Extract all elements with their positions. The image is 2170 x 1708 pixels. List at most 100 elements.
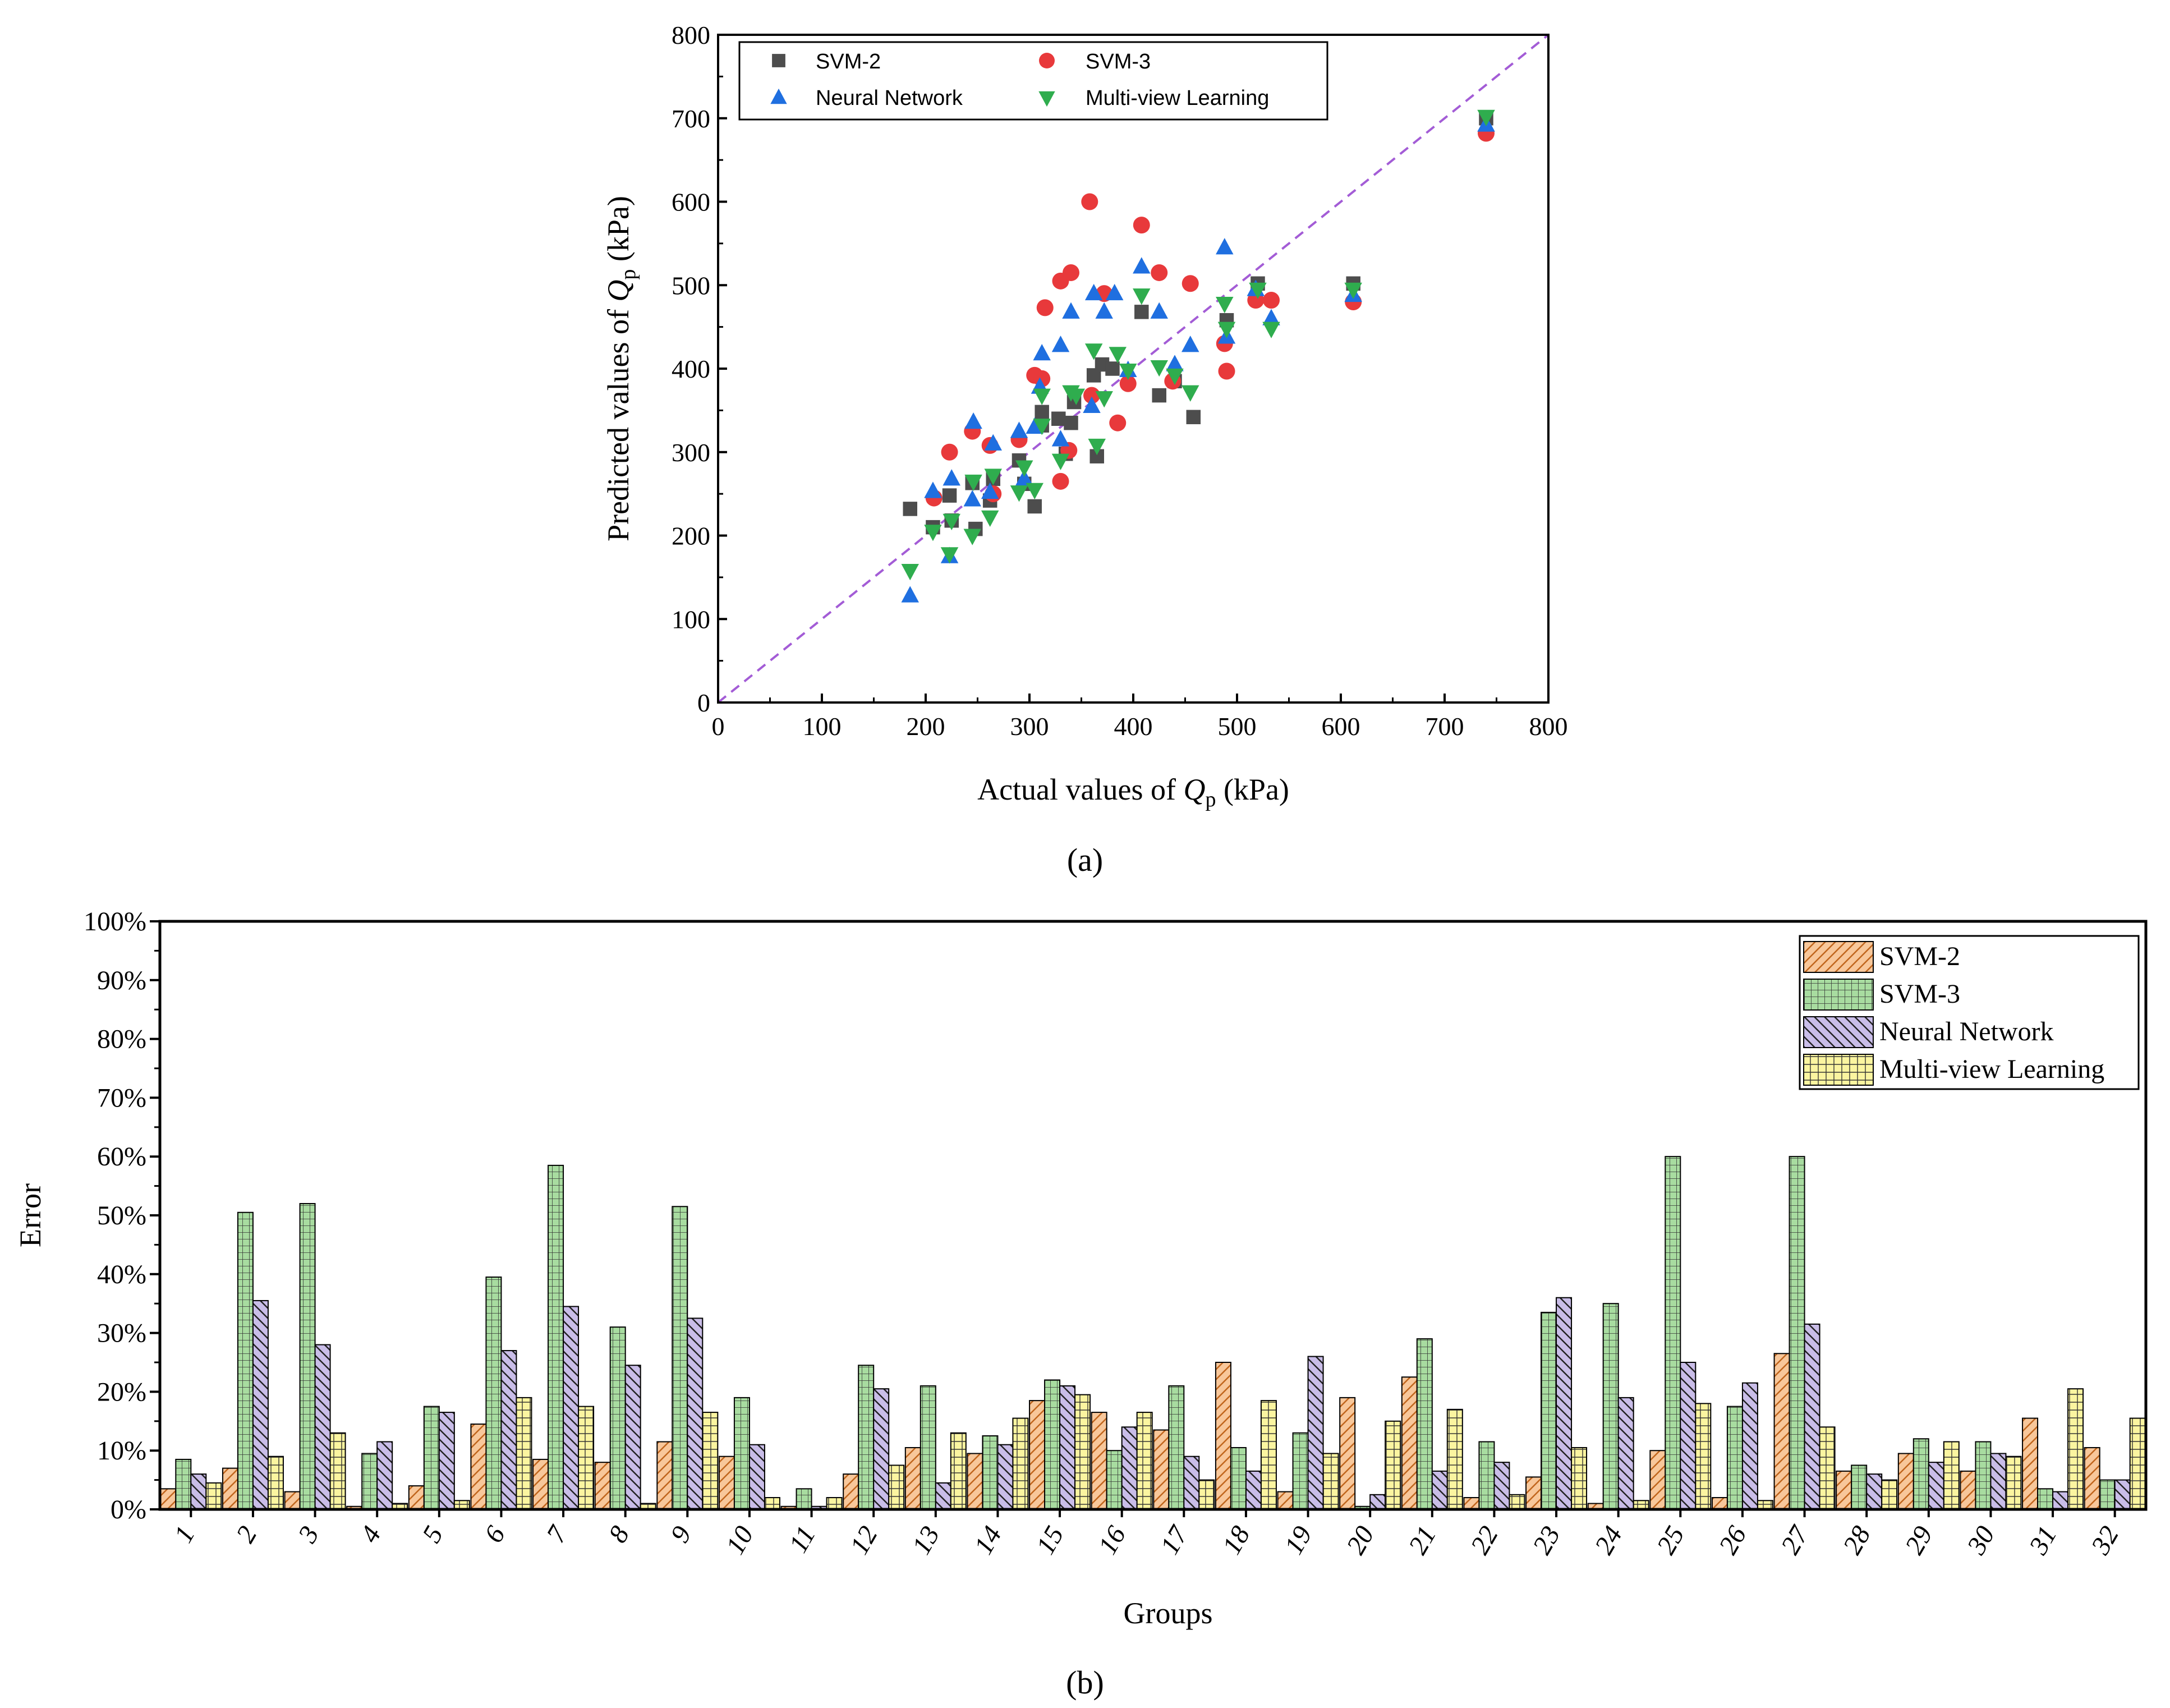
legend-marker-nn [770,88,787,104]
legend-swatch-nn [1803,1016,1874,1048]
legend-marker-svm3 [1039,53,1055,68]
x-tick-label: 9 [665,1521,697,1548]
bar-neural-network-group-22 [1493,1462,1510,1510]
bar-svm-2-group-26 [1711,1497,1728,1510]
scatter-point-neural-network [1033,343,1051,361]
scatter-point-svm-3 [1036,299,1054,316]
scatter-point-neural-network [1133,257,1151,274]
bar-svm-3-group-13 [920,1385,936,1510]
x-tick-label: 16 [1092,1521,1132,1559]
scatter-point-svm-2 [903,502,917,516]
scatter-point-svm-2 [1035,405,1049,420]
x-tick-label: 8 [603,1521,635,1548]
scatter-point-multi-view-learning [1119,363,1137,380]
scatter-ticks: 0 100 200 300 400 500 600 700 800 0 100 200 300 400 50… [672,21,1568,741]
legend-label-nn: Neural Network [816,86,963,110]
bar-multi-view-learning-group-32 [2129,1417,2146,1510]
y-tick-label: 70% [97,1083,146,1113]
bar-panel: 1 2 3 4 5 6 7 8 9 10 11 12 13 14 15 16 17 18 19 20 21 22 23 24 2… [13,907,2148,1701]
bar-svm-3-group-25 [1665,1156,1681,1510]
y-tick-label: 20% [97,1377,146,1407]
bar-svm-3-group-4 [361,1453,378,1510]
x-tick-label: 32 [2085,1521,2125,1560]
x-tick-label: 30 [1961,1521,2001,1560]
bar-multi-view-learning-group-31 [2067,1388,2084,1510]
y-tick-label: 30% [97,1319,146,1348]
scatter-point-svm-2 [1027,499,1042,514]
bar-neural-network-group-3 [314,1344,331,1510]
x-tick-label: 27 [1775,1520,1815,1559]
legend-label-svm3: SVM-3 [1086,50,1151,74]
y-tick-label: 400 [672,355,710,383]
x-tick-label: 7 [541,1520,574,1548]
scatter-point-neural-network [943,469,960,486]
bar-multi-view-learning-group-10 [764,1497,780,1510]
scatter-point-svm-3 [1218,362,1235,380]
x-tick-label: 300 [1010,712,1049,741]
scatter-point-multi-view-learning [1249,282,1267,299]
legend-marker-svm2 [772,54,785,67]
scatter-point-svm-3 [1109,414,1127,431]
x-tick-label: 17 [1155,1520,1194,1559]
scatter-point-neural-network [1010,421,1028,438]
bar-multi-view-learning-group-21 [1446,1408,1463,1510]
x-tick-label: 600 [1322,712,1360,741]
bar-svm-3-group-27 [1789,1156,1805,1510]
scatter-point-multi-view-learning [1133,288,1151,305]
bar-svm-2-group-18 [1215,1362,1231,1510]
bar-neural-network-group-28 [1866,1473,1883,1510]
bar-neural-network-group-32 [2114,1479,2131,1510]
scatter-point-neural-network [1262,309,1280,325]
bar-svm-2-group-20 [1339,1397,1356,1510]
bar-neural-network-group-30 [1990,1453,2007,1510]
legend-swatch-svm2 [1803,941,1874,973]
panel-b-caption: (b) [1066,1664,1104,1701]
scatter-point-neural-network [901,586,919,603]
bar-svm-3-group-19 [1292,1432,1309,1510]
legend-label-mvl: Multi-view Learning [1086,86,1269,110]
scatter-point-neural-network [981,482,999,499]
bar-svm-2-group-27 [1773,1353,1790,1510]
x-tick-label: 23 [1527,1521,1566,1559]
bar-multi-view-learning-group-22 [1509,1494,1525,1510]
bar-neural-network-group-15 [1059,1385,1076,1510]
scatter-point-neural-network [1181,336,1199,352]
scatter-point-neural-network [1051,336,1070,352]
x-tick-label: 3 [292,1521,325,1548]
bar-multi-view-learning-group-7 [578,1406,595,1510]
bar-svm-2-group-13 [904,1447,921,1510]
bar-svm-2-group-14 [967,1453,983,1510]
bar-multi-view-learning-group-15 [1074,1394,1091,1510]
x-tick-label: 6 [479,1521,511,1548]
bar-multi-view-learning-group-3 [329,1432,346,1510]
bar-neural-network-group-24 [1617,1397,1634,1510]
legend-swatch-mvl [1803,1054,1874,1086]
bar-neural-network-group-4 [376,1441,393,1510]
scatter-point-multi-view-learning [1477,109,1495,127]
scatter-point-svm-3 [1133,217,1150,234]
scatter-point-multi-view-learning [1166,368,1184,385]
bar-svm-2-group-10 [718,1456,735,1510]
bar-svm-2-group-28 [1836,1470,1852,1510]
bar-multi-view-learning-group-23 [1571,1447,1588,1510]
scatter-point-multi-view-learning [981,510,999,527]
bar-svm-3-group-26 [1726,1406,1743,1510]
scatter-point-multi-view-learning [924,525,942,541]
bar-y-axis-title: Error [13,1183,47,1247]
scatter-point-svm-3 [1063,264,1079,281]
scatter-point-neural-network [1062,302,1080,319]
scatter-panel: 0 100 200 300 400 500 600 700 800 0 100 200 300 400 50… [601,21,1568,878]
bar-neural-network-group-18 [1245,1470,1262,1510]
scatter-y-axis-title: Predicted values of Qp (kPa) [601,196,640,541]
bar-neural-network-group-14 [997,1444,1014,1510]
bar-legend-label-nn: Neural Network [1879,1017,2054,1046]
x-tick-label: 24 [1589,1521,1628,1559]
bar-svm-2-group-3 [284,1491,301,1510]
x-tick-label: 4 [355,1521,387,1548]
bar-svm-2-group-7 [532,1458,549,1510]
y-tick-label: 50% [97,1201,146,1231]
scatter-point-neural-network [1083,396,1101,413]
y-tick-label: 80% [97,1025,146,1054]
bar-neural-network-group-27 [1804,1323,1820,1510]
bar-multi-view-learning-group-19 [1322,1453,1339,1510]
